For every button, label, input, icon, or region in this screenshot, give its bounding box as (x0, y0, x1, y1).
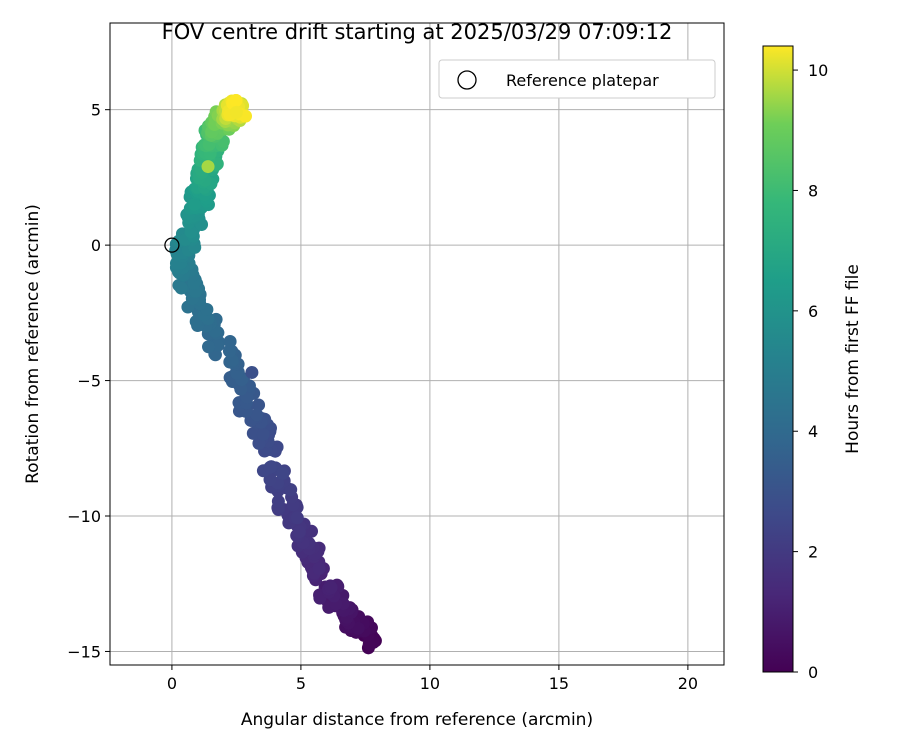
scatter-point (202, 340, 216, 354)
scatter-point (292, 525, 306, 539)
colorbar-tick-label: 10 (808, 61, 828, 80)
scatter-point (188, 197, 202, 211)
scatter-point (312, 562, 326, 576)
colorbar-tick-label: 0 (808, 663, 818, 682)
colorbar-ticks: 0 2 4 6 8 10 (793, 61, 828, 682)
scatter-point (223, 335, 237, 349)
x-axis-ticks: 0 5 10 15 20 (167, 665, 698, 693)
scatter-point (229, 93, 243, 107)
x-axis-label: Angular distance from reference (arcmin) (241, 710, 593, 730)
legend-label-reference: Reference platepar (506, 71, 659, 90)
scatter-point (222, 344, 236, 358)
y-axis-label: Rotation from reference (arcmin) (23, 204, 43, 484)
x-tick-label: 15 (549, 674, 569, 693)
colorbar: 0 2 4 6 8 10 Hours from first FF file (762, 45, 863, 682)
x-tick-label: 0 (167, 674, 177, 693)
reference-platepar-marker (164, 237, 180, 253)
x-tick-label: 5 (296, 674, 306, 693)
scatter-point (246, 426, 260, 440)
colorbar-label: Hours from first FF file (843, 264, 863, 454)
scatter-points (169, 93, 382, 655)
y-tick-label: 5 (91, 101, 101, 120)
scatter-point (271, 494, 285, 508)
scatter-point (351, 621, 365, 635)
plot-frame (109, 22, 725, 666)
y-tick-label: 0 (91, 236, 101, 255)
colorbar-tick-label: 8 (808, 181, 818, 200)
scatter-point (229, 105, 243, 119)
scatter-point (201, 160, 215, 174)
scatter-point (263, 473, 277, 487)
colorbar-tick-label: 2 (808, 543, 818, 562)
x-tick-label: 20 (678, 674, 698, 693)
y-tick-label: −15 (67, 642, 101, 661)
y-axis-ticks: 5 0 −5 −10 −15 (67, 101, 110, 661)
y-tick-label: −5 (77, 372, 101, 391)
scatter-point (256, 427, 270, 441)
legend-box (438, 59, 716, 99)
colorbar-tick-label: 4 (808, 422, 818, 441)
scatter-point (276, 467, 290, 481)
scatter-point (324, 581, 338, 595)
colorbar-tick-label: 6 (808, 302, 818, 321)
scatter-point (263, 460, 277, 474)
scatter-point (234, 382, 248, 396)
scatter-point (252, 398, 266, 412)
chart-title: FOV centre drift starting at 2025/03/29 … (162, 20, 673, 44)
colorbar-gradient (762, 45, 794, 673)
grid-lines (110, 23, 724, 665)
scatter-point (250, 408, 264, 422)
y-tick-label: −10 (67, 507, 101, 526)
scatter-point (245, 365, 259, 379)
legend-marker-reference (457, 70, 477, 90)
legend: Reference platepar (438, 59, 716, 99)
x-tick-label: 10 (420, 674, 440, 693)
scatter-point (290, 511, 304, 525)
scatter-point (174, 281, 188, 295)
